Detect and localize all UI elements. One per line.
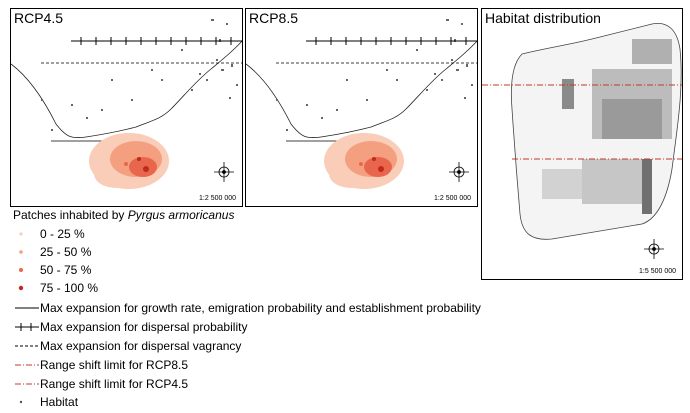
legend-label: 75 - 100 % — [40, 281, 99, 295]
legend-label: Range shift limit for RCP4.5 — [40, 377, 189, 391]
habitat-swatch — [19, 400, 23, 404]
rcp85-map — [246, 19, 477, 189]
legend-label: Max expansion for growth rate, emigratio… — [40, 301, 481, 315]
legend-title: Patches inhabited by Pyrgus armoricanus — [13, 208, 234, 222]
legend-label: Max expansion for dispersal vagrancy — [40, 339, 242, 353]
panel-title-rcp45: RCP4.5 — [14, 10, 66, 26]
legend-label: Range shift limit for RCP8.5 — [40, 358, 189, 372]
compass-rose-icon — [449, 162, 469, 182]
habitat-dots — [41, 19, 238, 131]
coastline — [11, 40, 242, 139]
rcp45-map — [11, 19, 242, 189]
legend-label: Max expansion for dispersal probability — [40, 320, 248, 334]
inhabited-patches — [324, 133, 404, 189]
occupancy-swatch — [18, 285, 24, 291]
map-panel-rcp85: RCP8.5 1:2 500 000 — [245, 8, 478, 207]
legend-title-prefix: Patches inhabited by — [13, 208, 128, 222]
map-legend: Patches inhabited by Pyrgus armoricanus … — [13, 208, 483, 409]
occupancy-swatch — [19, 250, 23, 254]
map-panel-rcp45: RCP4.5 1:2 500 000 — [10, 8, 243, 207]
scale-rcp45: 1:2 500 000 — [199, 195, 236, 202]
legend-label: 25 - 50 % — [40, 245, 92, 259]
legend-species: Pyrgus armoricanus — [127, 208, 235, 222]
occupancy-swatch — [19, 268, 23, 272]
coastline — [246, 40, 477, 139]
panel-title-rcp85: RCP8.5 — [249, 10, 301, 26]
habitat-map — [482, 22, 682, 259]
legend-label: 0 - 25 % — [40, 227, 85, 241]
map-panel-habitat: Habitat distribution 1:5 500 000 — [481, 8, 683, 280]
legend-label: Habitat — [40, 395, 79, 409]
compass-rose-icon — [644, 239, 664, 259]
occupancy-swatch — [19, 232, 23, 236]
scale-habitat: 1:5 500 000 — [639, 268, 676, 275]
scale-rcp85: 1:2 500 000 — [434, 195, 471, 202]
crosshatch-ticks — [315, 37, 467, 45]
inhabited-patches — [89, 133, 169, 189]
crosshatch-ticks — [80, 37, 232, 45]
panel-title-habitat: Habitat distribution — [485, 10, 603, 26]
compass-rose-icon — [214, 162, 234, 182]
legend-label: 50 - 75 % — [40, 263, 92, 277]
habitat-dots — [276, 19, 473, 131]
habitat-texture — [542, 39, 672, 214]
